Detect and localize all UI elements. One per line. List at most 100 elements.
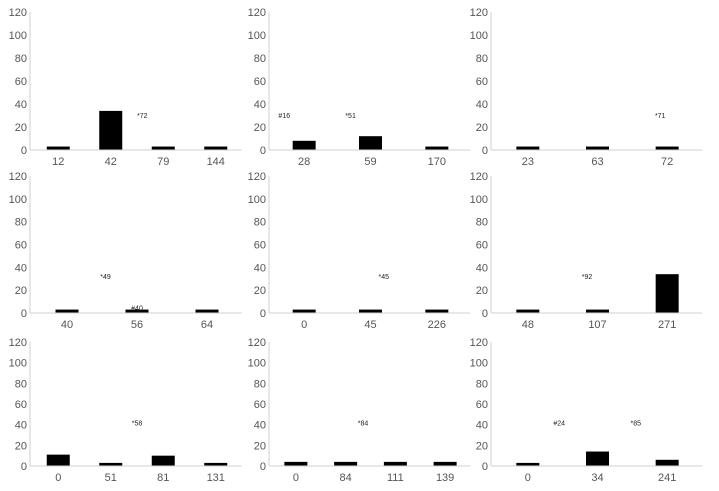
annotation-label: *45 — [379, 274, 390, 281]
y-tick-label: 20 — [476, 440, 488, 452]
x-tick-label: 271 — [658, 319, 676, 331]
bar — [151, 455, 175, 466]
y-tick-label: 20 — [15, 440, 27, 452]
x-tick-label: 107 — [588, 319, 606, 331]
y-tick-label: 60 — [15, 399, 27, 411]
bar — [151, 146, 175, 150]
y-tick-label: 20 — [15, 285, 27, 297]
y-tick-label: 40 — [476, 420, 488, 432]
annotation-label: *49 — [100, 274, 111, 281]
y-tick-label: 120 — [9, 171, 27, 183]
y-tick-label: 80 — [15, 53, 27, 65]
x-tick-label: 72 — [661, 156, 673, 168]
x-tick-label: 0 — [293, 472, 299, 484]
y-tick-label: 100 — [248, 194, 266, 206]
chart-panel: 0 20 40 60 80 100 120 12 42 79 144 *72 — [9, 7, 242, 168]
y-tick-label: 80 — [254, 53, 266, 65]
y-tick-label: 20 — [254, 122, 266, 134]
x-tick-label: 170 — [428, 156, 446, 168]
y-tick-label: 120 — [470, 171, 488, 183]
y-tick-label: 80 — [254, 217, 266, 229]
y-tick-label: 80 — [476, 217, 488, 229]
y-tick-label: 0 — [21, 145, 27, 157]
y-tick-label: 0 — [260, 461, 266, 473]
bar — [516, 309, 540, 313]
annotation-label: *72 — [137, 113, 148, 120]
chart-panel: 0 20 40 60 80 100 120 0 34 241 #24 *85 — [470, 337, 702, 484]
y-tick-label: 0 — [260, 145, 266, 157]
y-tick-label: 0 — [482, 308, 488, 320]
annotation-label: *85 — [631, 421, 642, 428]
x-tick-label: 48 — [522, 319, 534, 331]
bar — [516, 146, 540, 150]
bar — [655, 146, 679, 150]
y-tick-label: 0 — [260, 308, 266, 320]
annotation-label: *51 — [345, 113, 356, 120]
bar — [359, 309, 382, 313]
chart-panel: 0 20 40 60 80 100 120 0 45 226 *45 — [248, 171, 470, 331]
chart-panel: 0 20 40 60 80 100 120 23 63 72 *71 — [470, 7, 702, 168]
x-tick-label: 0 — [55, 472, 61, 484]
y-tick-label: 20 — [254, 440, 266, 452]
chart-panel: 0 20 40 60 80 100 120 40 56 64 *49 #40 — [9, 171, 242, 331]
y-tick-label: 40 — [254, 262, 266, 274]
x-tick-label: 40 — [61, 319, 73, 331]
bar — [99, 110, 123, 150]
bar — [586, 451, 609, 466]
annotation-label: *71 — [655, 113, 666, 120]
bar — [425, 309, 449, 313]
y-tick-label: 80 — [476, 53, 488, 65]
bar — [586, 146, 609, 150]
bar — [383, 461, 407, 466]
x-tick-label: 131 — [207, 472, 225, 484]
y-tick-label: 120 — [248, 7, 266, 19]
bar — [433, 461, 457, 466]
x-tick-label: 144 — [207, 156, 225, 168]
x-tick-label: 139 — [436, 472, 454, 484]
bar — [359, 136, 382, 150]
x-tick-label: 81 — [157, 472, 169, 484]
bar — [334, 461, 358, 466]
y-tick-label: 60 — [15, 76, 27, 88]
y-tick-label: 80 — [15, 217, 27, 229]
annotation-label: #40 — [131, 306, 143, 313]
y-tick-label: 100 — [470, 194, 488, 206]
x-tick-label: 56 — [131, 319, 143, 331]
y-tick-label: 40 — [254, 99, 266, 111]
bar — [516, 462, 540, 466]
y-tick-label: 100 — [9, 358, 27, 370]
y-tick-label: 0 — [21, 461, 27, 473]
y-tick-label: 120 — [9, 7, 27, 19]
bar — [99, 462, 123, 466]
x-tick-label: 64 — [201, 319, 213, 331]
bar — [655, 274, 679, 313]
x-tick-label: 28 — [298, 156, 310, 168]
y-tick-label: 40 — [15, 262, 27, 274]
x-tick-label: 12 — [52, 156, 64, 168]
y-tick-label: 60 — [476, 76, 488, 88]
y-tick-label: 60 — [476, 399, 488, 411]
x-tick-label: 111 — [387, 472, 404, 484]
y-tick-label: 120 — [470, 7, 488, 19]
y-tick-label: 40 — [476, 99, 488, 111]
y-tick-label: 40 — [15, 420, 27, 432]
y-tick-label: 120 — [9, 337, 27, 349]
y-tick-label: 40 — [254, 420, 266, 432]
y-tick-label: 0 — [482, 461, 488, 473]
y-tick-label: 60 — [254, 76, 266, 88]
bar — [195, 309, 219, 313]
y-tick-label: 20 — [476, 285, 488, 297]
y-tick-label: 20 — [15, 122, 27, 134]
y-tick-label: 100 — [9, 30, 27, 42]
y-tick-label: 0 — [21, 308, 27, 320]
x-tick-label: 51 — [105, 472, 117, 484]
bar — [292, 140, 316, 150]
chart-panel: 0 20 40 60 80 100 120 48 107 271 *92 — [470, 171, 702, 331]
chart-panel: 0 20 40 60 80 100 120 0 51 81 131 *58 — [9, 337, 242, 484]
y-tick-label: 80 — [476, 378, 488, 390]
x-tick-label: 45 — [364, 319, 376, 331]
annotation-label: #24 — [553, 421, 565, 428]
y-tick-label: 20 — [254, 285, 266, 297]
x-tick-label: 42 — [105, 156, 117, 168]
